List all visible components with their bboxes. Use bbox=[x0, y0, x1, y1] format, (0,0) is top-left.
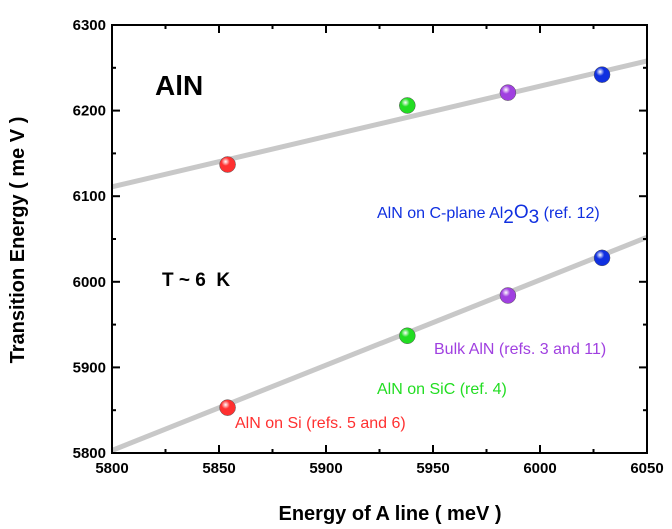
x-tick-label: 5950 bbox=[416, 460, 449, 477]
material-label: AlN bbox=[155, 70, 203, 101]
si-label: AlN on Si (refs. 5 and 6) bbox=[235, 415, 406, 432]
data-point bbox=[593, 249, 611, 267]
x-tick-label: 5850 bbox=[202, 460, 235, 477]
y-axis-title: Transition Energy ( me V ) bbox=[7, 117, 29, 364]
x-axis-title: Energy of A line ( meV ) bbox=[279, 503, 502, 525]
y-tick-label: 6100 bbox=[73, 188, 106, 205]
sapphire-label: AlN on C-plane Al2O3 (ref. 12) bbox=[377, 202, 600, 228]
x-tick-label: 5900 bbox=[309, 460, 342, 477]
y-tick-label: 6200 bbox=[73, 103, 106, 120]
y-tick-label: 6000 bbox=[73, 274, 106, 291]
data-point bbox=[499, 84, 517, 101]
data-points bbox=[219, 66, 611, 416]
bulk-label: Bulk AlN (refs. 3 and 11) bbox=[434, 341, 606, 358]
data-point bbox=[593, 66, 611, 83]
sapphire-label-sub1: 2 bbox=[503, 207, 514, 228]
fit-lines bbox=[111, 58, 648, 453]
x-tick-label: 6000 bbox=[523, 460, 556, 477]
data-point bbox=[219, 399, 236, 416]
x-tick-label: 6050 bbox=[630, 460, 663, 477]
fit-line-2 bbox=[111, 234, 648, 453]
temperature-label: T ~ 6 K bbox=[162, 270, 230, 291]
data-point bbox=[499, 287, 517, 304]
data-point bbox=[219, 156, 236, 173]
sic-label: AlN on SiC (ref. 4) bbox=[377, 381, 507, 398]
fit-line-1 bbox=[111, 58, 648, 190]
sapphire-label-prefix: AlN on C-plane Al bbox=[377, 205, 503, 222]
y-tick-label: 5800 bbox=[73, 445, 106, 462]
y-tick-label: 5900 bbox=[73, 359, 106, 376]
data-point bbox=[399, 327, 416, 344]
sapphire-label-sub2: 3 bbox=[529, 207, 540, 228]
sapphire-label-mid: O bbox=[514, 202, 529, 223]
data-point bbox=[399, 97, 416, 114]
x-tick-label: 5800 bbox=[95, 460, 128, 477]
axis-ticks: 5800 5850 5900 5950 6000 6050 5800 5900 6000 6100… bbox=[73, 17, 664, 477]
sapphire-label-suffix: (ref. 12) bbox=[539, 205, 599, 222]
y-tick-label: 6300 bbox=[73, 17, 106, 34]
